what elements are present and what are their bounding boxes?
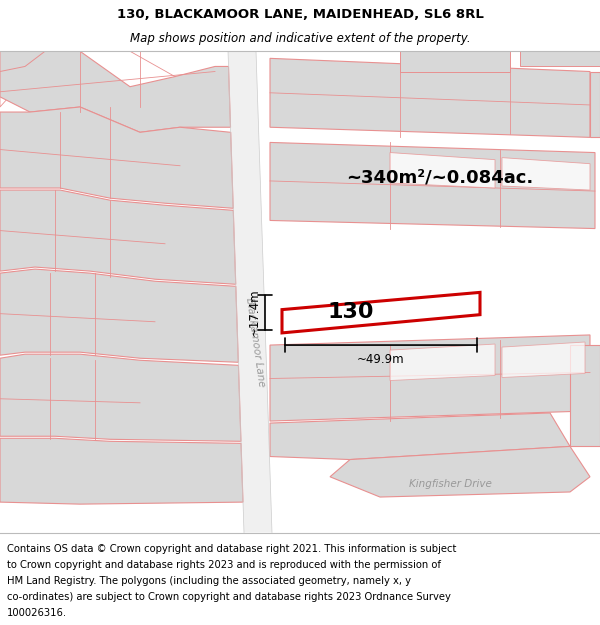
Polygon shape xyxy=(390,344,495,381)
Polygon shape xyxy=(520,51,600,66)
Text: co-ordinates) are subject to Crown copyright and database rights 2023 Ordnance S: co-ordinates) are subject to Crown copyr… xyxy=(7,592,451,602)
Polygon shape xyxy=(0,51,50,107)
Polygon shape xyxy=(0,438,243,504)
Text: to Crown copyright and database rights 2023 and is reproduced with the permissio: to Crown copyright and database rights 2… xyxy=(7,560,441,570)
Polygon shape xyxy=(0,51,230,132)
Polygon shape xyxy=(502,342,585,377)
Polygon shape xyxy=(0,354,241,441)
Polygon shape xyxy=(330,446,590,497)
Polygon shape xyxy=(570,345,600,446)
Polygon shape xyxy=(0,190,236,284)
Polygon shape xyxy=(502,158,590,190)
Polygon shape xyxy=(270,413,570,459)
Polygon shape xyxy=(270,142,595,229)
Text: Contains OS data © Crown copyright and database right 2021. This information is : Contains OS data © Crown copyright and d… xyxy=(7,544,457,554)
Text: ~17.4m: ~17.4m xyxy=(248,289,261,336)
Polygon shape xyxy=(0,51,45,71)
Polygon shape xyxy=(390,152,495,188)
Polygon shape xyxy=(270,335,590,421)
Polygon shape xyxy=(228,51,272,532)
Text: Map shows position and indicative extent of the property.: Map shows position and indicative extent… xyxy=(130,32,470,45)
Polygon shape xyxy=(0,269,238,362)
Polygon shape xyxy=(270,58,590,138)
Polygon shape xyxy=(400,51,510,71)
Polygon shape xyxy=(282,292,480,333)
Text: Blackamoor Lane: Blackamoor Lane xyxy=(244,298,266,388)
Text: ~340m²/~0.084ac.: ~340m²/~0.084ac. xyxy=(346,169,533,187)
Text: Kingfisher Drive: Kingfisher Drive xyxy=(409,479,491,489)
Text: ~49.9m: ~49.9m xyxy=(357,353,405,366)
Polygon shape xyxy=(0,107,233,208)
Text: 100026316.: 100026316. xyxy=(7,608,67,618)
Text: 130: 130 xyxy=(328,302,374,322)
Polygon shape xyxy=(590,71,600,138)
Text: 130, BLACKAMOOR LANE, MAIDENHEAD, SL6 8RL: 130, BLACKAMOOR LANE, MAIDENHEAD, SL6 8R… xyxy=(116,8,484,21)
Text: HM Land Registry. The polygons (including the associated geometry, namely x, y: HM Land Registry. The polygons (includin… xyxy=(7,576,411,586)
